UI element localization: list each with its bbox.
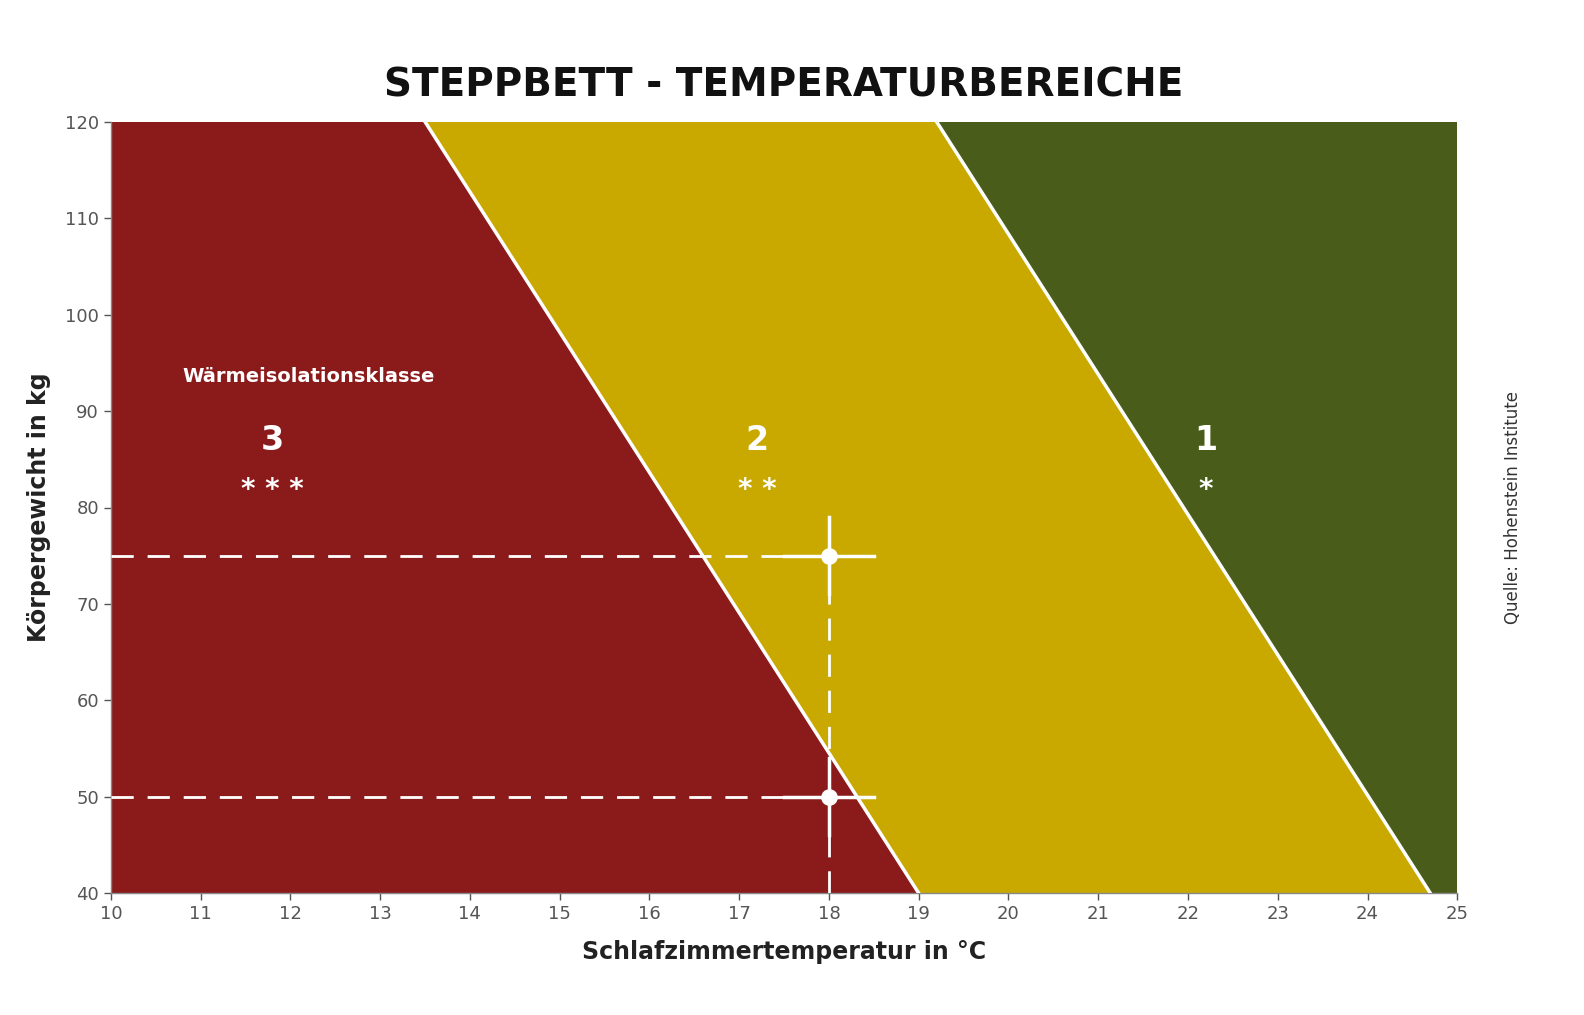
Text: 2: 2 <box>746 423 768 457</box>
Text: 1: 1 <box>1194 423 1218 457</box>
Polygon shape <box>111 122 919 893</box>
Text: 3: 3 <box>261 423 284 457</box>
Polygon shape <box>425 122 1430 893</box>
Y-axis label: Körpergewicht in kg: Körpergewicht in kg <box>27 373 51 642</box>
Text: * * *: * * * <box>241 476 304 503</box>
Text: Wärmeisolationsklasse: Wärmeisolationsklasse <box>182 367 436 386</box>
Text: *: * <box>1199 476 1213 503</box>
Text: * *: * * <box>738 476 776 503</box>
Title: STEPPBETT - TEMPERATURBEREICHE: STEPPBETT - TEMPERATURBEREICHE <box>385 67 1183 105</box>
X-axis label: Schlafzimmertemperatur in °C: Schlafzimmertemperatur in °C <box>581 940 987 963</box>
Polygon shape <box>936 122 1457 893</box>
Text: Quelle: Hohenstein Institute: Quelle: Hohenstein Institute <box>1503 391 1522 624</box>
